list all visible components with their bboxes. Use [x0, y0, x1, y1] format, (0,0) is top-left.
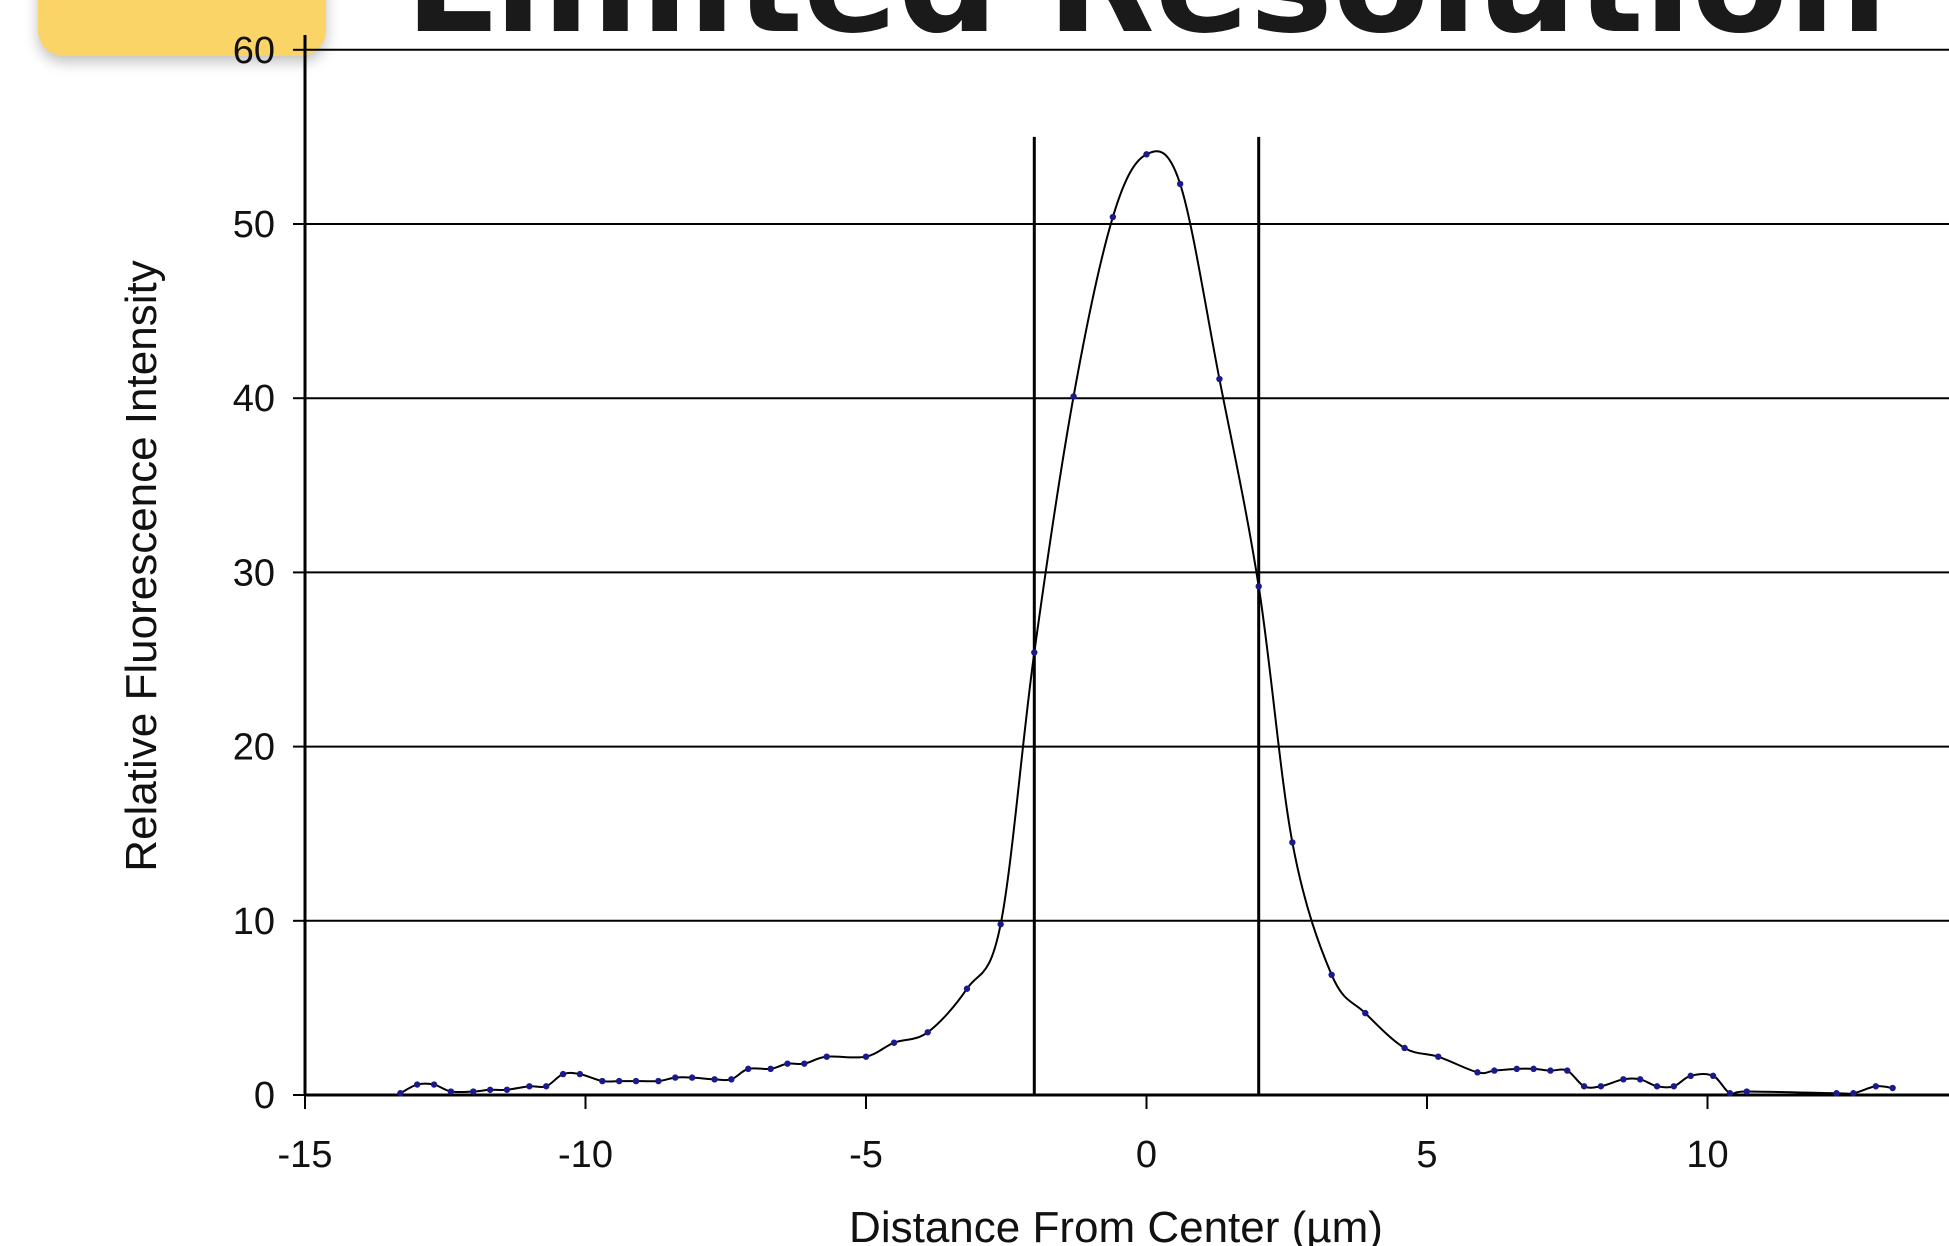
data-point [997, 921, 1004, 928]
data-point [963, 985, 971, 992]
data-point [414, 1081, 421, 1088]
data-point [1620, 1076, 1627, 1083]
y-tick-label: 0 [254, 1075, 275, 1117]
data-point [890, 1039, 898, 1046]
data-point [688, 1074, 696, 1081]
data-point [1070, 393, 1077, 400]
x-tick-label: -10 [558, 1134, 613, 1176]
data-point [1176, 180, 1184, 188]
data-point [543, 1083, 550, 1090]
data-point [1687, 1072, 1694, 1080]
data-point [632, 1077, 640, 1085]
x-tick-label: -5 [849, 1134, 883, 1176]
data-point [1850, 1090, 1857, 1097]
data-point [486, 1086, 494, 1093]
data-point [924, 1029, 931, 1036]
data-point [1889, 1084, 1896, 1092]
data-point [503, 1086, 511, 1093]
axes [293, 35, 1949, 1109]
data-point [1474, 1069, 1481, 1076]
series [397, 150, 1896, 1097]
data-point [1362, 1009, 1369, 1017]
data-point [655, 1077, 662, 1085]
y-tick-label: 40 [233, 378, 275, 420]
data-point [599, 1077, 606, 1085]
data-point [1216, 375, 1223, 383]
data-point [672, 1074, 679, 1081]
data-point [1597, 1083, 1605, 1090]
data-point [1653, 1083, 1661, 1090]
data-point [430, 1081, 438, 1088]
data-point [784, 1060, 791, 1067]
x-tick-label: -15 [278, 1134, 333, 1176]
data-point [1435, 1053, 1442, 1060]
data-point [1031, 649, 1038, 656]
y-tick-label: 30 [233, 552, 275, 594]
data-point [1401, 1044, 1408, 1052]
data-point [470, 1088, 477, 1095]
x-axis-label: Distance From Center (µm) [849, 1203, 1383, 1246]
data-point [1580, 1083, 1588, 1090]
y-axis-label: Relative Fluorescence Intensity [117, 260, 166, 871]
data-point [1833, 1090, 1840, 1097]
data-point [397, 1090, 404, 1097]
title-badge [38, 0, 326, 56]
data-point [526, 1083, 533, 1090]
data-point [1547, 1067, 1554, 1074]
y-tick-label: 10 [233, 901, 275, 943]
data-point [1143, 151, 1150, 158]
vertical-markers [1032, 136, 1261, 1095]
series-line [399, 150, 1893, 1096]
tick-labels: 0 10 20 30 40 50 60 -15 -10 -5 0 5 10 [233, 30, 1729, 1176]
y-tick-label: 60 [233, 30, 275, 72]
data-point [1530, 1065, 1537, 1073]
data-point [1289, 839, 1296, 846]
x-tick-label: 10 [1686, 1134, 1728, 1176]
y-tick-label: 20 [233, 727, 275, 769]
data-point [1255, 583, 1262, 590]
data-point [728, 1076, 735, 1083]
data-point [862, 1053, 870, 1060]
data-point [1670, 1083, 1678, 1090]
data-point [1564, 1067, 1571, 1074]
data-point [1709, 1072, 1717, 1080]
data-point [447, 1088, 455, 1095]
x-tick-label: 0 [1136, 1134, 1157, 1176]
data-point [1328, 971, 1335, 979]
data-point [1872, 1083, 1880, 1090]
data-point [576, 1070, 584, 1078]
data-point [1491, 1067, 1498, 1074]
x-tick-label: 5 [1416, 1134, 1437, 1176]
data-point [1513, 1065, 1520, 1073]
data-point [1109, 213, 1117, 221]
data-point [801, 1060, 808, 1067]
data-point [767, 1065, 774, 1073]
data-point [615, 1077, 623, 1085]
data-point [744, 1065, 752, 1073]
grid [305, 48, 1949, 922]
page-title: Limited Resolution [405, 0, 1888, 54]
data-point [711, 1076, 718, 1083]
data-point [1726, 1090, 1734, 1097]
data-point [559, 1070, 567, 1078]
y-tick-label: 50 [233, 204, 275, 246]
data-point [1636, 1076, 1644, 1083]
data-point [823, 1053, 830, 1060]
data-point [1743, 1088, 1750, 1095]
